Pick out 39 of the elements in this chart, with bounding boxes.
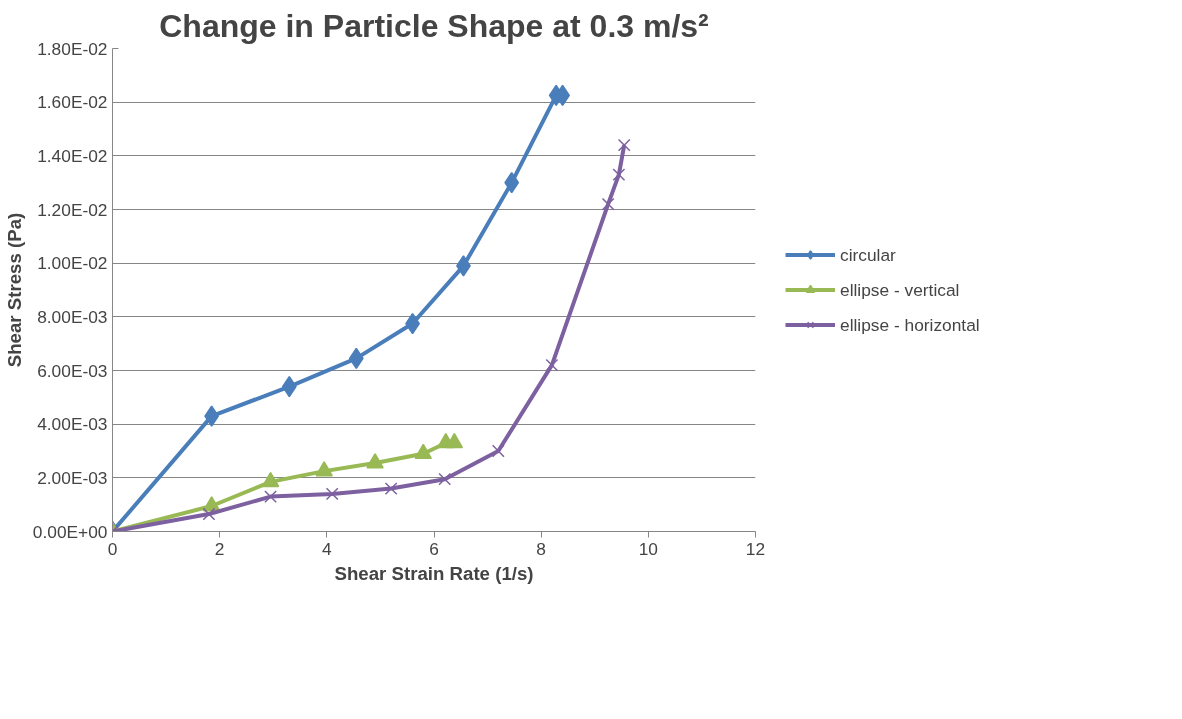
point xyxy=(617,138,631,152)
x-tick-label: 10 xyxy=(638,538,658,559)
point xyxy=(366,453,384,469)
point xyxy=(325,487,339,501)
legend-label: ellipse - vertical xyxy=(840,279,960,300)
point xyxy=(438,472,452,486)
y-tick-label: 1.20E-02 xyxy=(37,199,108,220)
x-tick-label: 2 xyxy=(214,538,225,559)
y-tick-label: 0.00E+00 xyxy=(32,521,108,542)
point xyxy=(264,490,277,504)
y-axis-title: Shear Stress (Pa) xyxy=(3,212,25,368)
y-tick-label: 1.80E-02 xyxy=(37,38,108,59)
x-tick-label: 6 xyxy=(429,538,439,559)
point xyxy=(315,461,333,477)
legend-label: ellipse - horizontal xyxy=(840,314,980,335)
y-tick-label: 2.00E-03 xyxy=(37,467,108,488)
x-tick-label: 0 xyxy=(107,538,118,559)
x-tick-label: 12 xyxy=(745,538,766,559)
point xyxy=(612,168,626,182)
chart-title: Change in Particle Shape at 0.3 m/s² xyxy=(159,7,709,44)
point xyxy=(204,405,220,427)
y-tick-label: 4.00E-03 xyxy=(37,414,108,435)
point xyxy=(445,432,464,449)
y-tick-label: 1.40E-02 xyxy=(37,145,108,166)
legend-label: circular xyxy=(840,244,896,265)
point xyxy=(202,507,216,521)
x-tick-label: 8 xyxy=(536,538,546,559)
point xyxy=(384,482,398,495)
y-tick-label: 6.00E-03 xyxy=(37,360,108,381)
y-tick-label: 1.60E-02 xyxy=(37,92,108,113)
point xyxy=(601,197,615,211)
x-axis-title: Shear Strain Rate (1/s) xyxy=(334,562,534,584)
point xyxy=(261,471,280,488)
y-tick-label: 8.00E-03 xyxy=(37,306,108,327)
point xyxy=(414,443,433,460)
x-tick-label: 4 xyxy=(322,538,333,559)
point xyxy=(491,444,505,458)
point xyxy=(545,358,559,372)
y-tick-label: 1.00E-02 xyxy=(37,253,108,274)
